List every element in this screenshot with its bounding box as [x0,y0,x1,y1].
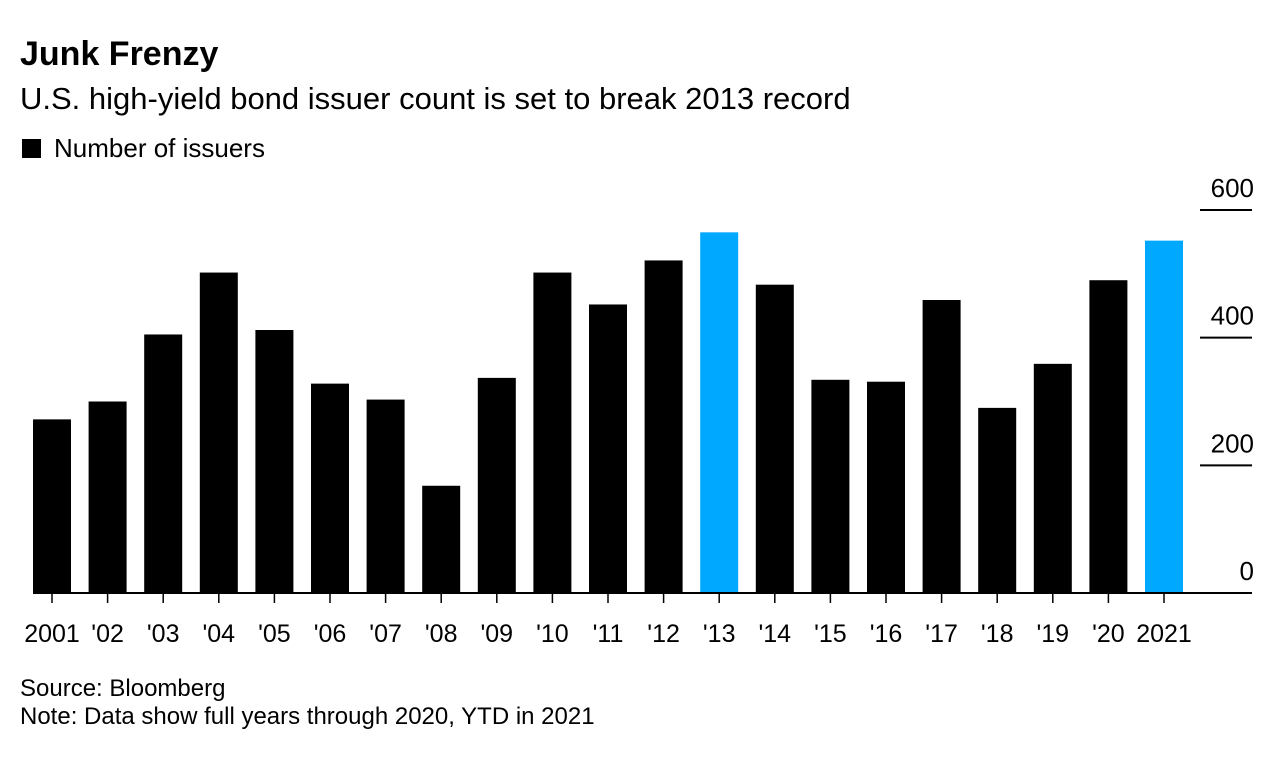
source-note: Source: Bloomberg [20,675,226,702]
y-tick-label: 600 [1211,173,1254,203]
x-tick-label: '04 [203,620,236,648]
chart-subtitle: U.S. high-yield bond issuer count is set… [20,81,851,116]
bar [199,272,238,593]
x-tick-label: '15 [814,620,847,648]
x-tick-label: '10 [536,620,569,648]
bar [700,232,739,593]
x-tick-label: '13 [703,620,736,648]
bar [922,300,961,593]
x-tick-label: '08 [425,620,458,648]
x-tick-label: '02 [91,620,124,648]
bar [589,304,627,593]
bar [1033,363,1072,593]
bar [255,330,294,593]
x-tick-label: '17 [925,620,958,648]
x-tick-label: 2021 [1136,620,1192,648]
x-tick-label: 2001 [24,620,80,648]
legend: Number of issuers [22,133,265,163]
x-tick-label: '07 [369,620,402,648]
y-tick-label: 200 [1211,428,1254,458]
bar [144,334,183,593]
bar [477,377,516,593]
bar [867,381,905,593]
legend-label: Number of issuers [54,133,265,163]
bar [1089,280,1128,593]
x-tick-label: '05 [258,620,291,648]
x-tick-label: '18 [981,620,1014,648]
bar [533,272,572,593]
bar [811,379,850,593]
bar [88,401,127,593]
x-tick-label: '20 [1092,620,1125,648]
bar [978,407,1017,593]
bar [33,419,71,593]
x-tick-label: '03 [147,620,180,648]
x-tick-label: '12 [647,620,680,648]
x-tick-label: '06 [314,620,347,648]
chart-title: Junk Frenzy [20,35,219,73]
x-tick-label: '16 [870,620,903,648]
bar [644,260,683,593]
y-tick-label: 400 [1211,301,1254,331]
legend-swatch [22,138,41,158]
bar [1145,240,1183,593]
bar [422,485,461,593]
bar [755,284,794,593]
bar [311,383,349,593]
x-tick-label: '19 [1037,620,1070,648]
bar [366,399,405,593]
x-tick-label: '09 [481,620,514,648]
x-tick-label: '11 [593,620,624,648]
x-tick-label: '14 [759,620,792,648]
y-tick-label: 0 [1240,556,1254,586]
footnote: Note: Data show full years through 2020,… [20,703,595,730]
